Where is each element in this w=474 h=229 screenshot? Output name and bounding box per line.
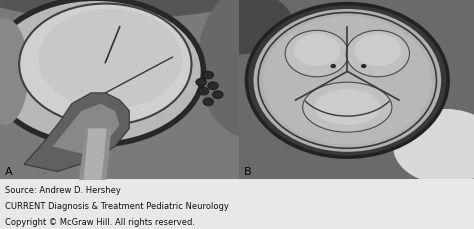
Text: CURRENT Diagnosis & Treatment Pediatric Neurology: CURRENT Diagnosis & Treatment Pediatric … xyxy=(5,202,228,211)
Circle shape xyxy=(254,9,441,152)
Text: A: A xyxy=(5,167,12,177)
Circle shape xyxy=(203,71,213,79)
Text: Copyright © McGraw Hill. All rights reserved.: Copyright © McGraw Hill. All rights rese… xyxy=(5,218,195,227)
Circle shape xyxy=(263,16,432,145)
Text: B: B xyxy=(244,167,252,177)
Ellipse shape xyxy=(393,109,474,184)
Circle shape xyxy=(198,87,209,95)
Circle shape xyxy=(246,4,448,157)
Ellipse shape xyxy=(0,18,29,125)
Circle shape xyxy=(330,64,336,68)
Circle shape xyxy=(208,82,219,90)
Circle shape xyxy=(361,64,366,68)
Ellipse shape xyxy=(38,9,182,109)
Circle shape xyxy=(196,78,206,86)
Polygon shape xyxy=(53,104,119,154)
Ellipse shape xyxy=(346,30,410,77)
Ellipse shape xyxy=(19,4,191,125)
Ellipse shape xyxy=(303,82,392,132)
Circle shape xyxy=(203,98,213,106)
Ellipse shape xyxy=(198,0,305,138)
Ellipse shape xyxy=(355,34,401,66)
Ellipse shape xyxy=(293,34,340,66)
Circle shape xyxy=(212,91,223,99)
Polygon shape xyxy=(24,93,129,172)
Ellipse shape xyxy=(0,0,201,143)
Ellipse shape xyxy=(163,0,292,55)
Polygon shape xyxy=(0,0,239,179)
Ellipse shape xyxy=(0,0,246,19)
Text: Source: Andrew D. Hershey: Source: Andrew D. Hershey xyxy=(5,186,120,195)
Ellipse shape xyxy=(314,89,380,125)
Polygon shape xyxy=(239,0,474,179)
Ellipse shape xyxy=(285,30,348,77)
